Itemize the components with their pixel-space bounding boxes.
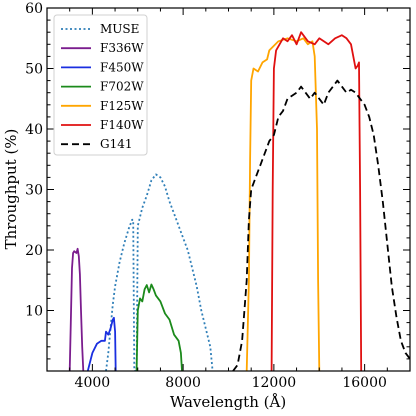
series-line-f140w bbox=[270, 31, 363, 371]
y-tick-label: 30 bbox=[25, 183, 43, 199]
legend-label-g141: G141 bbox=[100, 137, 133, 151]
legend-label-f450w: F450W bbox=[100, 60, 144, 74]
tick-labels: 4000 8000 12000 16000 10 20 30 40 50 60 bbox=[25, 1, 387, 391]
y-tick-label: 40 bbox=[25, 122, 43, 138]
y-tick-label: 10 bbox=[25, 304, 43, 320]
plot-frame bbox=[46, 7, 411, 372]
legend-label-f702w: F702W bbox=[100, 80, 144, 94]
y-tick-label: 50 bbox=[25, 62, 43, 78]
x-tick-label: 16000 bbox=[342, 375, 387, 391]
legend-label-f125w: F125W bbox=[100, 99, 144, 113]
series-line-g141 bbox=[232, 79, 410, 371]
x-tick-label: 4000 bbox=[75, 375, 111, 391]
y-tick-label: 20 bbox=[25, 243, 43, 259]
legend-label-f140w: F140W bbox=[100, 118, 144, 132]
y-tick-label: 60 bbox=[25, 1, 43, 17]
series-line-muse bbox=[105, 173, 214, 371]
series-line-f125w bbox=[245, 37, 321, 371]
y-axis-label: Throughput (%) bbox=[2, 129, 20, 250]
legend-box bbox=[53, 14, 148, 156]
x-axis-label: Wavelength (Å) bbox=[170, 393, 286, 411]
series-line-f336w bbox=[68, 247, 85, 371]
series-line-f702w bbox=[135, 283, 183, 371]
legend-label-muse: MUSE bbox=[100, 22, 139, 36]
x-tick-label: 8000 bbox=[165, 375, 201, 391]
legend: MUSE F336W F450W F702W F125W F140W G141 bbox=[53, 14, 148, 156]
series-line-f450w bbox=[86, 316, 117, 371]
legend-label-f336w: F336W bbox=[100, 41, 144, 55]
series-layer bbox=[68, 31, 410, 371]
x-tick-label: 12000 bbox=[252, 375, 297, 391]
